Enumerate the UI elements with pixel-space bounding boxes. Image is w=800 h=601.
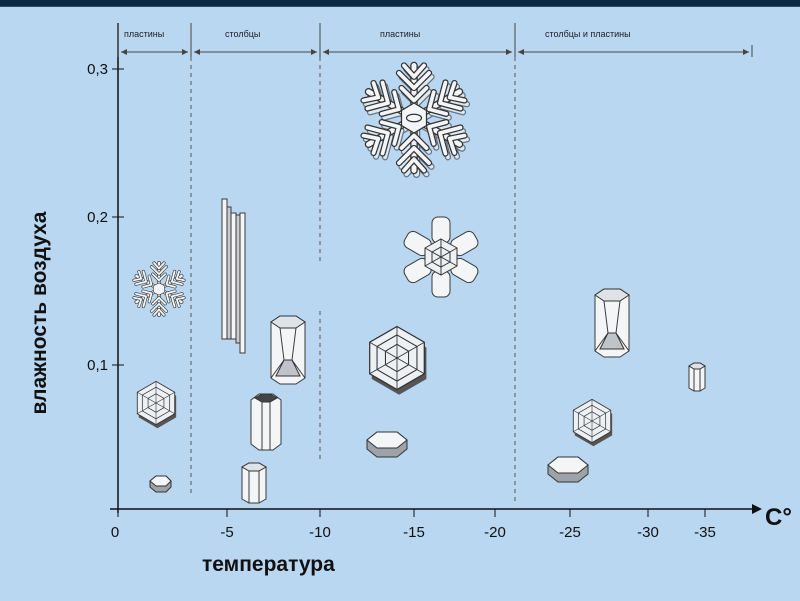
hexagonal-plate-patterned [572,398,613,447]
x-tick-label: -35 [694,524,716,541]
crystal-habit-diagram: пластины столбцы пластины столбцы и плас… [28,23,792,576]
axes [110,23,762,517]
x-axis-unit: С° [765,504,792,531]
needle-columns [221,198,246,354]
x-tick-label: 0 [111,524,119,541]
x-axis-title: температура [202,553,335,576]
x-axis-arrow-icon [752,504,762,514]
zone-label-columns-and-plates: столбцы и пластины [545,29,631,39]
x-tick-label: -15 [403,524,425,541]
dendrite-snowflake-small [130,261,188,317]
x-tick-label: -30 [637,524,659,541]
hexagonal-plate [547,456,589,483]
hollow-column [270,315,306,385]
y-tick-label: 0,3 [87,61,108,78]
hexagonal-plate-patterned [136,380,177,429]
y-tick-label: 0,1 [87,357,108,374]
hollow-column [594,288,630,358]
y-tick-labels: 0,3 0,2 0,1 [87,61,108,374]
zone-label-plates-2: пластины [380,29,420,39]
x-tick-label: -25 [559,524,581,541]
zone-dividers [190,57,516,501]
hexagonal-plate-small [149,475,172,493]
sectored-plate [403,216,479,298]
short-column [688,362,706,392]
x-tick-label: -5 [220,524,233,541]
zone-label-columns: столбцы [225,29,260,39]
x-tick-label: -20 [484,524,506,541]
x-tick-label: -10 [309,524,331,541]
dendrite-snowflake-large [361,66,469,175]
short-column [240,462,268,504]
hexagonal-plate-patterned [369,325,427,395]
y-axis-title: влажность воздуха [28,211,51,414]
y-tick-label: 0,2 [87,209,108,226]
zone-header: пластины столбцы пластины столбцы и плас… [117,23,753,57]
hexagonal-column [250,393,282,451]
zone-label-plates-1: пластины [124,29,164,39]
slide: пластины столбцы пластины столбцы и плас… [0,6,800,601]
hexagonal-plate [366,431,408,458]
x-tick-labels: 0 -5 -10 -15 -20 -25 -30 -35 [111,524,716,541]
